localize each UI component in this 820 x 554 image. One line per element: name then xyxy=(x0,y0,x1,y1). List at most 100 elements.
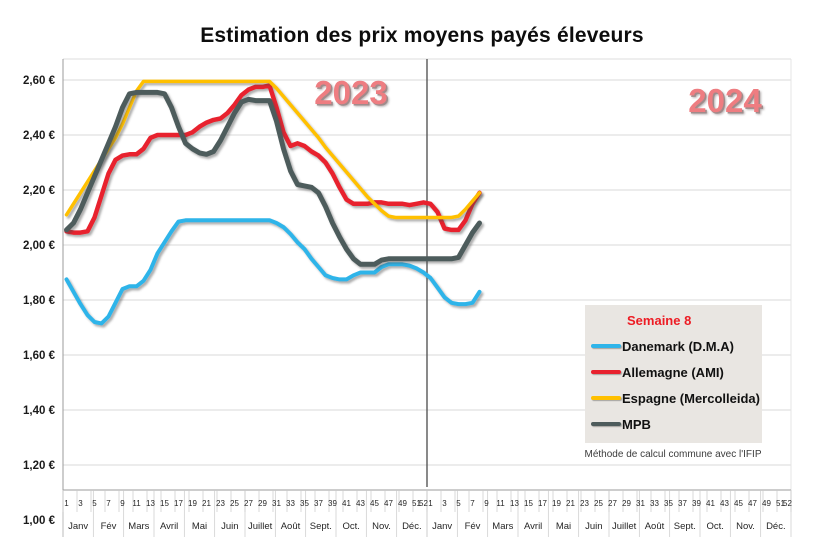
svg-text:43: 43 xyxy=(720,499,729,508)
svg-text:33: 33 xyxy=(650,499,659,508)
svg-text:Juillet: Juillet xyxy=(612,521,637,532)
svg-text:45: 45 xyxy=(734,499,743,508)
svg-text:21: 21 xyxy=(566,499,575,508)
legend-item-label: Espagne (Mercolleida) xyxy=(622,390,760,406)
svg-text:41: 41 xyxy=(342,499,351,508)
axis-labels: 2,60 € 2,40 € 2,20 € 2,00 € 1,80 € 1,60 € 1,40… xyxy=(23,75,792,532)
svg-text:9: 9 xyxy=(120,499,125,508)
svg-text:3: 3 xyxy=(78,499,83,508)
svg-text:Sept.: Sept. xyxy=(674,521,696,532)
svg-text:27: 27 xyxy=(244,499,253,508)
legend-item-danemark: Danemark (D.M.A) xyxy=(591,333,756,359)
svg-text:Août: Août xyxy=(645,521,665,532)
svg-text:51: 51 xyxy=(412,499,421,508)
year-label-2023: 2023 xyxy=(314,74,388,111)
svg-text:Juin: Juin xyxy=(221,521,238,532)
svg-text:1: 1 xyxy=(428,499,433,508)
svg-text:29: 29 xyxy=(622,499,631,508)
svg-text:52: 52 xyxy=(419,499,428,508)
legend-header: Semaine 8 xyxy=(627,313,692,328)
year-label-2024: 2024 xyxy=(688,82,762,119)
svg-text:Mars: Mars xyxy=(128,521,149,532)
svg-text:15: 15 xyxy=(160,499,169,508)
svg-text:13: 13 xyxy=(510,499,519,508)
legend-item-espagne: Espagne (Mercolleida) xyxy=(591,385,760,411)
svg-text:1: 1 xyxy=(64,499,69,508)
svg-text:2,40 €: 2,40 € xyxy=(23,130,56,142)
svg-text:11: 11 xyxy=(496,499,505,508)
svg-text:1,00 €: 1,00 € xyxy=(23,515,56,527)
svg-text:Juin: Juin xyxy=(585,521,602,532)
data-series-lines xyxy=(64,79,482,326)
svg-text:Mars: Mars xyxy=(492,521,513,532)
legend-item-label: Allemagne (AMI) xyxy=(622,364,724,380)
legend-item-label: MPB xyxy=(622,416,651,432)
svg-text:Oct.: Oct. xyxy=(342,521,359,532)
svg-text:1,40 €: 1,40 € xyxy=(23,405,56,417)
svg-text:37: 37 xyxy=(314,499,323,508)
svg-text:Oct.: Oct. xyxy=(706,521,723,532)
legend-item-allemagne: Allemagne (AMI) xyxy=(591,359,756,385)
svg-text:37: 37 xyxy=(678,499,687,508)
svg-text:2,00 €: 2,00 € xyxy=(23,240,56,252)
legend: Semaine 8 Danemark (D.M.A) Allemagne (AM… xyxy=(585,305,762,443)
svg-text:2,60 €: 2,60 € xyxy=(23,75,56,87)
svg-text:47: 47 xyxy=(748,499,757,508)
svg-text:41: 41 xyxy=(706,499,715,508)
svg-text:19: 19 xyxy=(552,499,561,508)
svg-text:Mai: Mai xyxy=(192,521,207,532)
svg-text:52: 52 xyxy=(783,499,792,508)
svg-text:Avril: Avril xyxy=(524,521,542,532)
svg-text:1,20 €: 1,20 € xyxy=(23,460,56,472)
svg-text:2,20 €: 2,20 € xyxy=(23,185,56,197)
svg-text:23: 23 xyxy=(216,499,225,508)
svg-text:3: 3 xyxy=(442,499,447,508)
svg-text:5: 5 xyxy=(92,499,97,508)
svg-text:Juillet: Juillet xyxy=(248,521,273,532)
svg-text:31: 31 xyxy=(636,499,645,508)
svg-text:27: 27 xyxy=(608,499,617,508)
svg-text:23: 23 xyxy=(580,499,589,508)
axes xyxy=(62,59,792,537)
svg-text:25: 25 xyxy=(594,499,603,508)
svg-text:19: 19 xyxy=(188,499,197,508)
svg-text:1,60 €: 1,60 € xyxy=(23,350,56,362)
svg-text:39: 39 xyxy=(328,499,337,508)
legend-item-mpb: MPB xyxy=(591,411,756,437)
svg-text:47: 47 xyxy=(384,499,393,508)
svg-text:Fév: Fév xyxy=(101,521,117,532)
svg-text:Janv: Janv xyxy=(68,521,88,532)
svg-text:11: 11 xyxy=(132,499,141,508)
svg-text:Fév: Fév xyxy=(465,521,481,532)
method-footnote: Méthode de calcul commune avec l'IFIP xyxy=(584,449,762,460)
svg-text:5: 5 xyxy=(456,499,461,508)
espagne-line-swatch-icon xyxy=(591,396,621,400)
svg-text:Nov.: Nov. xyxy=(372,521,391,532)
svg-text:33: 33 xyxy=(286,499,295,508)
svg-text:17: 17 xyxy=(174,499,183,508)
svg-text:31: 31 xyxy=(272,499,281,508)
svg-text:49: 49 xyxy=(398,499,407,508)
allemagne-line-swatch-icon xyxy=(591,370,621,374)
svg-text:Avril: Avril xyxy=(160,521,178,532)
svg-text:Nov.: Nov. xyxy=(736,521,755,532)
chart-title: Estimation des prix moyens payés éleveur… xyxy=(200,24,644,47)
svg-text:Août: Août xyxy=(281,521,301,532)
legend-item-label: Danemark (D.M.A) xyxy=(622,338,734,354)
svg-text:Déc.: Déc. xyxy=(766,521,786,532)
svg-text:43: 43 xyxy=(356,499,365,508)
svg-text:29: 29 xyxy=(258,499,267,508)
svg-text:45: 45 xyxy=(370,499,379,508)
svg-text:35: 35 xyxy=(300,499,309,508)
svg-text:7: 7 xyxy=(470,499,475,508)
danemark-line-swatch-icon xyxy=(591,344,621,348)
svg-text:21: 21 xyxy=(202,499,211,508)
svg-text:7: 7 xyxy=(106,499,111,508)
svg-text:Mai: Mai xyxy=(556,521,571,532)
svg-text:Janv: Janv xyxy=(432,521,452,532)
svg-text:25: 25 xyxy=(230,499,239,508)
mpb-line-swatch-icon xyxy=(591,422,621,426)
svg-text:39: 39 xyxy=(692,499,701,508)
